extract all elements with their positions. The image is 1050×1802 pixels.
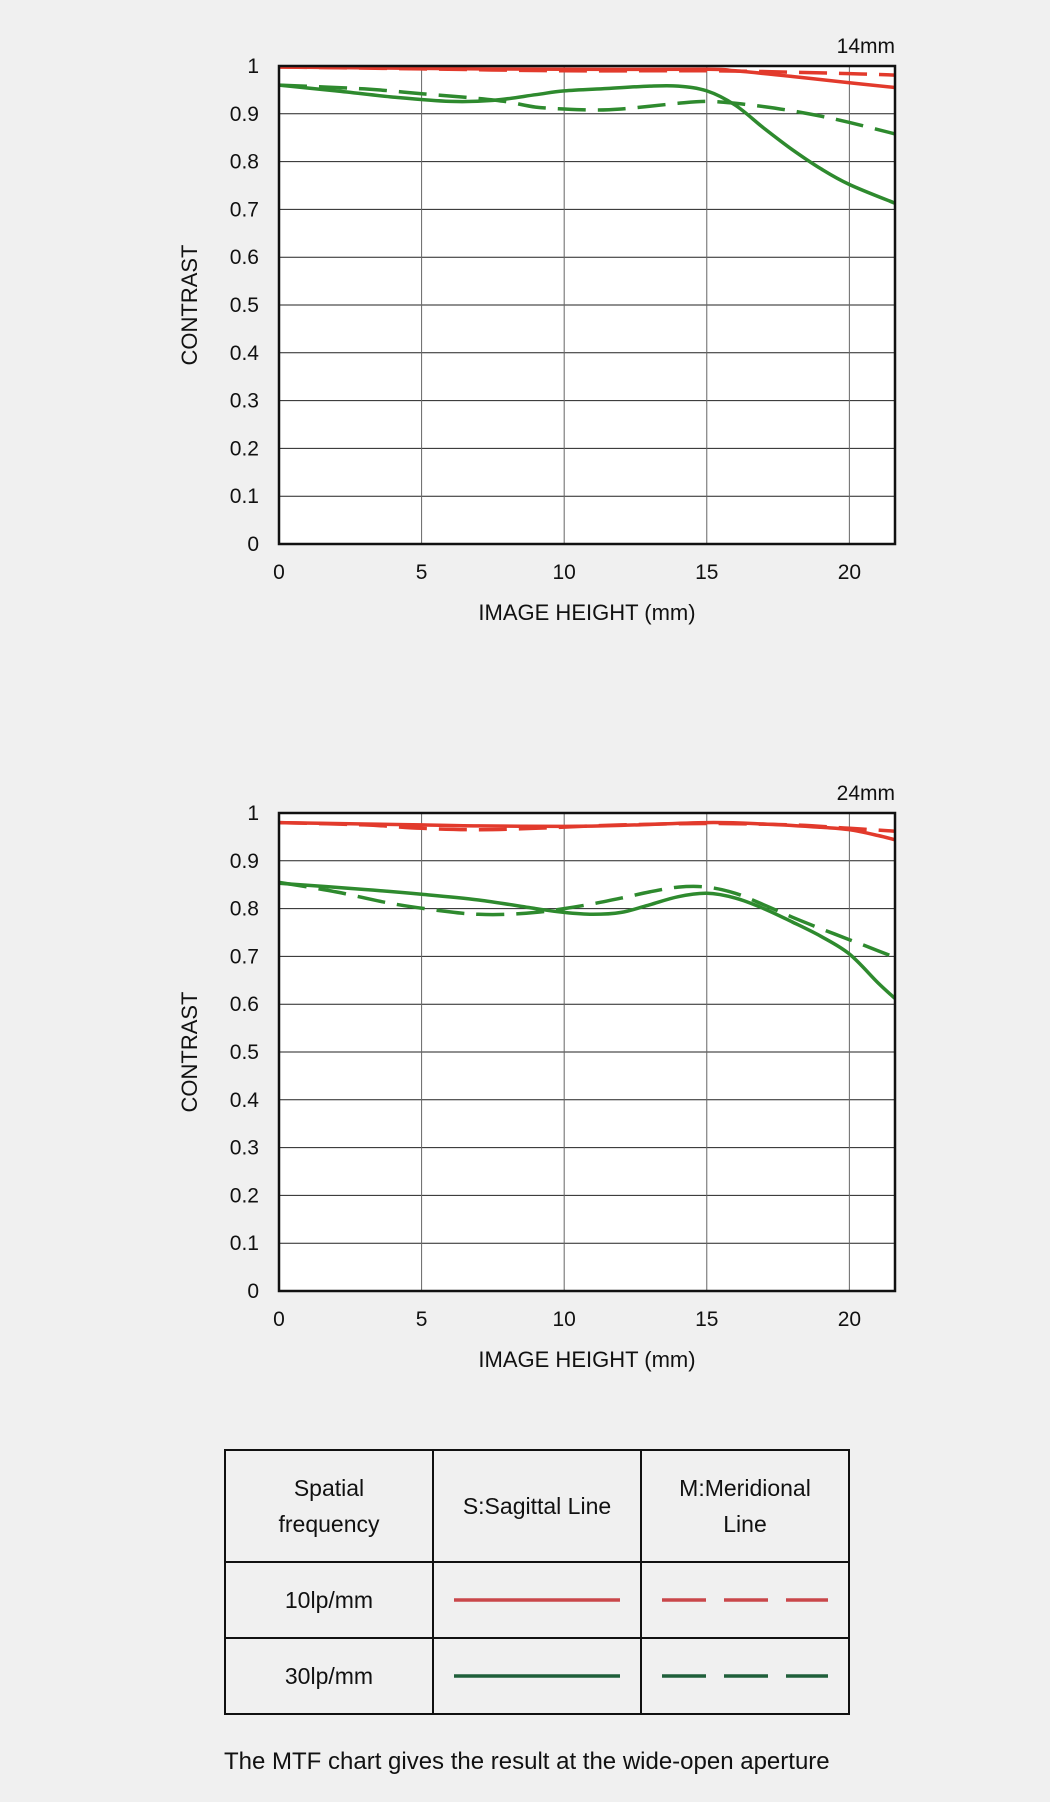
legend-header-line: frequency [278,1511,380,1537]
x-tick-label: 15 [695,1308,718,1331]
mtf-chart-24mm: 00.10.20.30.40.50.60.70.80.910 5 10 15 20IMA… [177,782,897,1372]
y-tick-label: 0 [247,533,259,556]
y-tick-label: 0.2 [230,437,259,460]
y-tick-label: 0.6 [230,246,259,269]
legend-solid-line-30lp [454,1674,620,1678]
y-axis-label: CONTRAST [177,245,202,366]
y-tick-label: 1 [247,802,259,825]
x-tick-label: 0 [273,1308,285,1331]
legend-dashed-line-30lp [662,1674,828,1678]
series-line-m30 [279,880,895,960]
y-tick-label: 0.3 [230,1137,259,1160]
x-tick-label: 10 [553,1308,576,1331]
plot-frame [277,811,897,1293]
series-line-s30 [279,881,895,1000]
legend-table: Spatial frequency S:Sagittal Line M:Meri… [224,1449,850,1715]
series-group [279,820,895,1000]
y-tick-label: 0.1 [230,485,259,508]
x-tick-label: 5 [416,1308,428,1331]
y-tick-label: 0.4 [230,1089,260,1112]
y-tick-label: 0.7 [230,198,259,221]
y-tick-label: 0.4 [230,342,260,365]
legend-frequency-label: 10lp/mm [224,1561,434,1639]
series-line-m10 [279,65,895,77]
y-tick-label: 0.1 [230,1232,259,1255]
legend-header-line: Spatial [293,1475,365,1501]
legend-header-line: Line [723,1511,767,1537]
x-axis-label: IMAGE HEIGHT (mm) [478,1347,695,1372]
legend-dashed-swatch [640,1561,850,1639]
focal-length-label: 14mm [837,35,895,58]
legend-dashed-line-10lp [662,1598,828,1602]
legend-dashed-swatch [640,1637,850,1715]
series-group [279,65,895,205]
y-tick-label: 0.8 [230,151,259,174]
y-axis-label: CONTRAST [177,992,202,1113]
legend-solid-swatch [432,1637,642,1715]
y-tick-label: 0.8 [230,898,259,921]
x-tick-label: 10 [553,561,576,584]
focal-length-label: 24mm [837,782,895,805]
legend-header-meridional: M:Meridional Line [640,1449,850,1563]
legend-header-line: S:Sagittal Line [462,1493,612,1519]
x-tick-label: 20 [838,1308,861,1331]
legend-solid-swatch [432,1561,642,1639]
y-tick-label: 0 [247,1280,259,1303]
y-tick-label: 0.5 [230,294,259,317]
series-line-m10 [279,820,895,833]
x-tick-label: 0 [273,561,285,584]
y-tick-label: 0.2 [230,1184,259,1207]
mtf-chart-14mm: 00.10.20.30.40.50.60.70.80.910 5 10 15 20IMA… [177,35,897,625]
y-tick-label: 0.6 [230,993,259,1016]
legend-row-30lp: 30lp/mm [224,1637,850,1715]
y-tick-label: 0.9 [230,850,259,873]
x-tick-label: 15 [695,561,718,584]
legend-row-10lp: 10lp/mm [224,1561,850,1639]
series-line-m30 [279,83,895,136]
x-axis-label: IMAGE HEIGHT (mm) [478,600,695,625]
legend-frequency-label: 30lp/mm [224,1637,434,1715]
y-tick-label: 1 [247,55,259,78]
x-tick-label: 20 [838,561,861,584]
legend-header-line: M:Meridional [679,1475,811,1501]
y-tick-label: 0.5 [230,1041,259,1064]
y-tick-label: 0.3 [230,390,259,413]
y-tick-label: 0.9 [230,103,259,126]
footnote: The MTF chart gives the result at the wi… [224,1748,830,1775]
legend-solid-line-10lp [454,1598,620,1602]
legend-header-row: Spatial frequency S:Sagittal Line M:Meri… [224,1449,850,1563]
series-line-s30 [279,83,895,205]
x-tick-label: 5 [416,561,428,584]
legend-header-sagittal: S:Sagittal Line [432,1449,642,1563]
legend-header-spatial-frequency: Spatial frequency [224,1449,434,1563]
y-tick-label: 0.7 [230,945,259,968]
plot-frame [277,64,897,546]
